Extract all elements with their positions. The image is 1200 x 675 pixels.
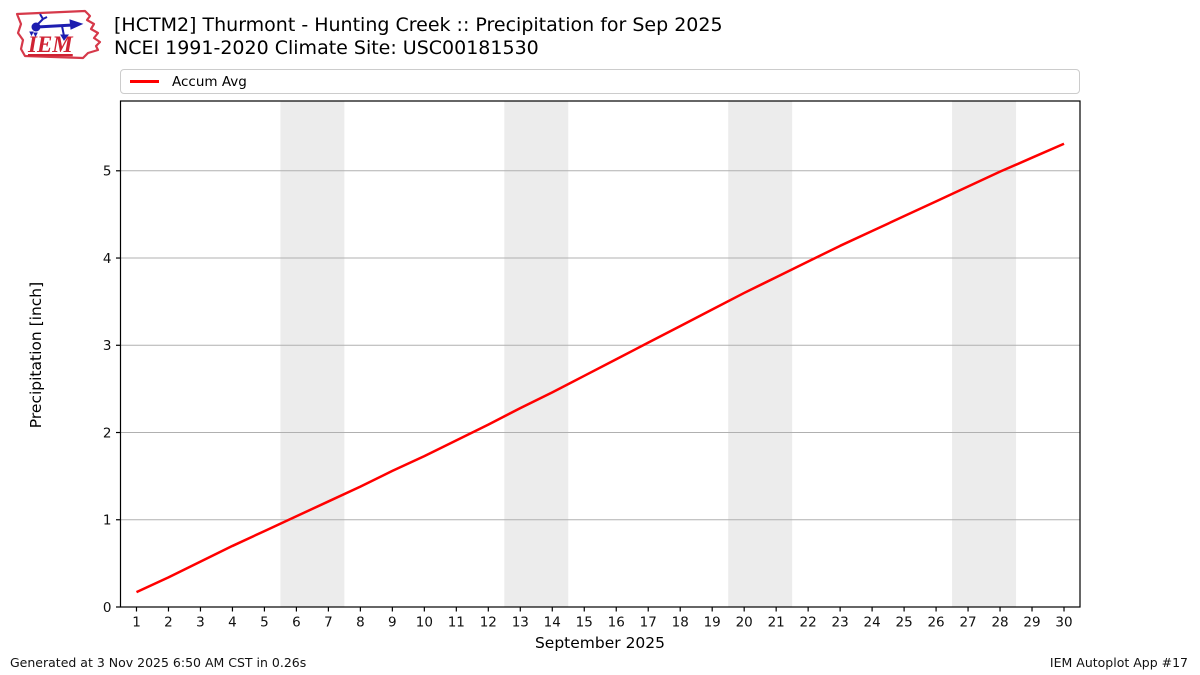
x-tick-label: 4 — [228, 615, 237, 631]
x-tick-label: 28 — [991, 615, 1008, 631]
iem-logo-text: IEM — [27, 32, 74, 57]
x-tick-label: 22 — [800, 615, 817, 631]
x-tick-label: 29 — [1023, 615, 1040, 631]
accum-avg-line-swatch — [130, 80, 159, 83]
x-tick-label: 15 — [576, 615, 593, 631]
x-tick-label: 12 — [480, 615, 497, 631]
plot-border — [119, 100, 1081, 608]
x-tick-label: 19 — [704, 615, 721, 631]
generated-timestamp: Generated at 3 Nov 2025 6:50 AM CST in 0… — [10, 655, 307, 670]
weather-vane-icon — [29, 13, 84, 41]
x-tick-label: 23 — [832, 615, 849, 631]
iem-logo: IEM — [15, 9, 102, 60]
x-tick-label: 30 — [1055, 615, 1072, 631]
x-tick-label: 2 — [164, 615, 173, 631]
y-tick-label: 4 — [103, 251, 112, 267]
legend-label: Accum Avg — [172, 73, 247, 90]
weekend-band — [728, 101, 793, 607]
y-tick-label: 1 — [103, 513, 112, 529]
x-tick-label: 25 — [895, 615, 912, 631]
x-tick-label: 14 — [544, 615, 561, 631]
x-tick-label: 26 — [927, 615, 944, 631]
x-tick-label: 13 — [512, 615, 529, 631]
x-tick-label: 7 — [324, 615, 333, 631]
chart-title: [HCTM2] Thurmont - Hunting Creek :: Prec… — [114, 14, 723, 36]
x-tick-label: 24 — [864, 615, 881, 631]
x-tick-label: 21 — [768, 615, 785, 631]
x-tick-label: 11 — [448, 615, 465, 631]
x-tick-label: 17 — [640, 615, 657, 631]
weekend-band — [280, 101, 345, 607]
y-tick-label: 2 — [103, 425, 112, 441]
chart-subtitle: NCEI 1991-2020 Climate Site: USC00181530 — [114, 37, 539, 59]
legend: Accum Avg — [120, 69, 1080, 94]
chart-title-block: [HCTM2] Thurmont - Hunting Creek :: Prec… — [114, 14, 723, 60]
y-axis-label: Precipitation [inch] — [27, 281, 45, 429]
weekend-band — [504, 101, 569, 607]
accum-avg-line — [135, 142, 1065, 594]
x-tick-label: 1 — [132, 615, 141, 631]
x-tick-label: 8 — [356, 615, 365, 631]
y-tick-label: 5 — [103, 164, 112, 180]
x-tick-label: 18 — [672, 615, 689, 631]
x-tick-label: 3 — [196, 615, 205, 631]
x-tick-label: 10 — [416, 615, 433, 631]
x-tick-label: 6 — [292, 615, 301, 631]
y-tick-label: 0 — [103, 600, 112, 616]
y-tick-label: 3 — [103, 338, 112, 354]
x-tick-label: 20 — [736, 615, 753, 631]
x-tick-label: 27 — [959, 615, 976, 631]
weekend-band — [952, 101, 1017, 607]
app-credit: IEM Autoplot App #17 — [1049, 655, 1188, 670]
x-tick-label: 16 — [608, 615, 625, 631]
x-axis-label: September 2025 — [534, 634, 666, 652]
x-tick-label: 5 — [260, 615, 269, 631]
x-tick-label: 9 — [388, 615, 397, 631]
